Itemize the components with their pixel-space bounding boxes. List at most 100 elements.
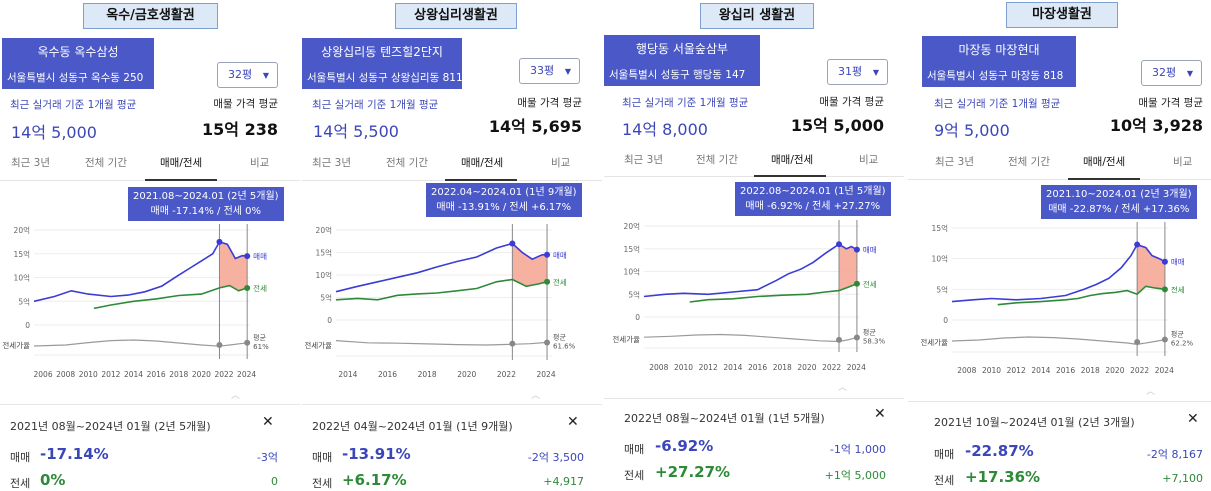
- jeonse-key: 전세: [934, 474, 955, 487]
- x-tick-label: 2024: [537, 370, 556, 379]
- expand-caret-icon[interactable]: ︿: [1146, 387, 1156, 397]
- recent-price-value: 14억 8,000: [622, 120, 708, 139]
- price-chart[interactable]: 15억 10억 5억 0 전세가율 2008 2010 2012 2014 2016 2018 202…: [908, 220, 1211, 380]
- tab-trade-jeonse[interactable]: 매매/전세: [160, 157, 203, 169]
- x-tick-label: 2022: [497, 370, 516, 379]
- x-tick-label: 2024: [237, 370, 256, 379]
- tab-recent-3y[interactable]: 최근 3년: [935, 156, 974, 168]
- jeonse-key: 전세: [312, 477, 333, 490]
- jeonse-change-amount: +7,100: [1162, 472, 1203, 485]
- y-tick-label: 10억: [316, 271, 332, 280]
- close-icon[interactable]: ✕: [262, 414, 274, 430]
- ratio-end-point: [853, 334, 860, 341]
- apartment-title-box: 상왕십리동 텐즈힐2단지 서울특별시 성동구 상왕십리동 811: [302, 38, 463, 89]
- active-tab-underline: [1068, 178, 1140, 180]
- tab-recent-3y[interactable]: 최근 3년: [11, 157, 50, 169]
- trade-series-line: [335, 242, 547, 293]
- ratio-start-point: [509, 340, 516, 347]
- detail-divider: [604, 398, 904, 399]
- ratio-series-line: [33, 339, 248, 347]
- chevron-down-icon: ▼: [1186, 69, 1193, 78]
- active-tab-underline: [445, 179, 517, 181]
- ratio-end-point: [244, 339, 251, 346]
- y-tick-label: 5억: [628, 290, 640, 299]
- trade-start-point: [509, 240, 516, 247]
- tab-compare[interactable]: 비교: [859, 154, 879, 166]
- y-tick-label: 10억: [932, 255, 948, 264]
- ratio-axis-label: 전세가율: [612, 334, 640, 344]
- tab-all-period[interactable]: 전체 기간: [696, 154, 738, 166]
- jeonse-end-point: [853, 280, 860, 287]
- expand-caret-icon[interactable]: ︿: [231, 391, 241, 401]
- close-icon[interactable]: ✕: [874, 406, 886, 422]
- x-tick-label: 2020: [1105, 366, 1124, 375]
- trade-change-pct: -13.91%: [342, 445, 411, 463]
- tab-recent-3y[interactable]: 최근 3년: [312, 157, 351, 169]
- tooltip-change: 매매 -22.87% / 전세 +17.36%: [1048, 204, 1190, 215]
- expand-caret-icon[interactable]: ︿: [531, 391, 541, 401]
- tab-divider: [908, 179, 1211, 180]
- ratio-avg-label: 평균: [253, 333, 266, 342]
- x-tick-label: 2018: [773, 363, 792, 372]
- apartment-name: 상왕십리동 텐즈힐2단지: [321, 45, 443, 59]
- y-tick-label: 15억: [932, 224, 948, 233]
- tab-recent-3y[interactable]: 최근 3년: [624, 154, 663, 166]
- recent-price-value: 9억 5,000: [934, 121, 1010, 140]
- panel-wangsimni: 왕십리 생활권 행당동 서울숲삼부 서울특별시 성동구 행당동 147 31평 …: [604, 0, 904, 491]
- x-tick-label: 2018: [418, 370, 437, 379]
- ratio-avg-value: 61%: [253, 343, 269, 351]
- x-tick-label: 2012: [1007, 366, 1026, 375]
- tab-trade-jeonse[interactable]: 매매/전세: [1083, 156, 1126, 168]
- apartment-title-box: 마장동 마장현대 서울특별시 성동구 마장동 818: [922, 36, 1076, 87]
- tooltip-change: 매매 -13.91% / 전세 +6.17%: [436, 202, 572, 213]
- ratio-axis-label: 전세가율: [2, 340, 30, 350]
- tab-all-period[interactable]: 전체 기간: [1008, 156, 1050, 168]
- expand-caret-icon[interactable]: ︿: [838, 383, 848, 393]
- y-tick-label: 15억: [316, 249, 332, 258]
- ratio-series-line: [335, 340, 548, 346]
- recent-price-label: 최근 실거래 기준 1개월 평균: [312, 99, 439, 111]
- x-tick-label: 2010: [982, 366, 1001, 375]
- ratio-start-point: [836, 336, 843, 343]
- y-tick-label: 5억: [320, 294, 332, 303]
- x-tick-label: 2022: [1130, 366, 1149, 375]
- tab-all-period[interactable]: 전체 기간: [386, 157, 428, 169]
- tab-compare[interactable]: 비교: [551, 157, 571, 169]
- size-select[interactable]: 33평 ▼: [519, 58, 580, 84]
- size-select[interactable]: 31평 ▼: [827, 59, 888, 85]
- tab-compare[interactable]: 비교: [250, 157, 270, 169]
- tab-compare[interactable]: 비교: [1173, 156, 1193, 168]
- jeonse-change-amount: 0: [271, 475, 278, 488]
- x-tick-label: 2016: [378, 370, 397, 379]
- size-select[interactable]: 32평 ▼: [217, 62, 278, 88]
- x-tick-label: 2024: [1155, 366, 1174, 375]
- recent-price-label: 최근 실거래 기준 1개월 평균: [622, 97, 749, 109]
- tab-all-period[interactable]: 전체 기간: [85, 157, 127, 169]
- trade-end-label: 매매: [1171, 258, 1185, 267]
- tab-trade-jeonse[interactable]: 매매/전세: [461, 157, 504, 169]
- close-icon[interactable]: ✕: [567, 414, 579, 430]
- price-chart[interactable]: 20억 15억 10억 5억 0 전세가율 2008 2010 2012 2014 2016 2018…: [604, 218, 904, 378]
- trade-end-label: 매매: [553, 251, 567, 260]
- trade-start-point: [216, 238, 223, 245]
- trade-change-pct: -17.14%: [40, 445, 109, 463]
- trade-change-amount: -1억 1,000: [829, 443, 886, 456]
- y-tick-label: 5억: [18, 297, 30, 306]
- trade-change-amount: -3억: [256, 451, 278, 464]
- jeonse-series-line: [93, 284, 248, 310]
- region-label: 상왕십리생활권: [395, 3, 517, 29]
- close-icon[interactable]: ✕: [1187, 411, 1199, 427]
- recent-price-value: 14억 5,000: [11, 123, 97, 142]
- x-tick-label: 2012: [101, 370, 120, 379]
- jeonse-end-point: [244, 284, 251, 291]
- ratio-start-point: [216, 342, 223, 348]
- price-chart[interactable]: 20억 15억 10억 5억 0 전세가율 2014 2016 2018 2020 2022 2024…: [302, 222, 602, 382]
- trade-start-point: [1134, 241, 1141, 248]
- x-tick-label: 2020: [457, 370, 476, 379]
- x-tick-label: 2020: [192, 370, 211, 379]
- trade-end-point: [544, 251, 551, 258]
- jeonse-change-pct: +27.27%: [655, 463, 731, 481]
- size-select[interactable]: 32평 ▼: [1141, 60, 1202, 86]
- tab-trade-jeonse[interactable]: 매매/전세: [771, 154, 814, 166]
